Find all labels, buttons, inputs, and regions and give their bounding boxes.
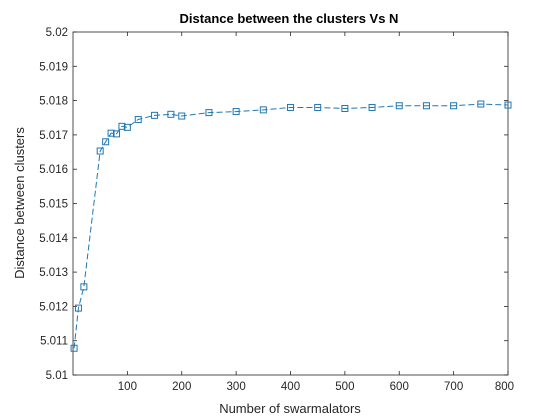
y-tick-label: 5.014 — [39, 233, 68, 245]
x-axis: 100 200 300 400 500 600 700 800 — [118, 32, 514, 393]
data-point — [113, 130, 120, 138]
y-tick-label: 5.013 — [39, 267, 68, 279]
data-point — [102, 138, 110, 146]
data-point — [477, 100, 485, 108]
data-point — [167, 110, 175, 118]
series-layer — [70, 100, 512, 352]
data-point — [123, 123, 131, 131]
data-point — [178, 112, 186, 120]
x-tick-label: 400 — [281, 381, 300, 393]
plot-area — [72, 31, 509, 376]
y-tick-label: 5.012 — [39, 301, 68, 313]
y-tick-label: 5.01 — [46, 370, 68, 382]
data-point — [395, 102, 403, 110]
y-tick-label: 5.011 — [40, 336, 68, 348]
data-point — [134, 115, 142, 123]
data-point — [205, 109, 213, 117]
x-tick-label: 800 — [495, 381, 514, 393]
data-point — [422, 102, 430, 110]
data-point — [80, 283, 88, 291]
y-tick-label: 5.016 — [39, 164, 68, 176]
y-tick-label: 5.018 — [39, 96, 68, 108]
data-point — [287, 103, 294, 111]
data-point — [259, 106, 267, 114]
y-tick-label: 5.017 — [39, 130, 68, 142]
x-tick-label: 600 — [390, 381, 409, 393]
data-point — [450, 102, 458, 110]
data-point — [504, 101, 512, 109]
x-tick-label: 500 — [335, 381, 354, 393]
data-point — [368, 103, 376, 111]
series-line — [73, 103, 509, 349]
chart-title: Distance between the clusters Vs N — [180, 11, 399, 26]
data-point — [74, 304, 82, 312]
x-axis-label: Number of swarmalators — [219, 401, 361, 416]
data-point — [96, 147, 104, 155]
data-point — [314, 103, 322, 111]
y-axis-label: Distance between clusters — [12, 127, 27, 279]
data-point — [232, 108, 240, 116]
data-point — [151, 111, 159, 119]
x-tick-label: 700 — [444, 381, 463, 393]
x-tick-label: 100 — [118, 381, 137, 393]
y-tick-label: 5.019 — [39, 61, 68, 73]
x-tick-label: 300 — [227, 381, 246, 393]
data-point — [118, 122, 126, 130]
y-tick-label: 5.015 — [39, 199, 68, 211]
y-axis: 5.01 5.011 5.012 5.013 5.014 5.015 5.016 5.017 5… — [39, 27, 508, 382]
y-tick-label: 5.02 — [46, 27, 68, 39]
data-point — [70, 344, 78, 352]
data-point — [107, 129, 115, 137]
x-tick-label: 200 — [172, 381, 191, 393]
data-point — [341, 104, 349, 112]
